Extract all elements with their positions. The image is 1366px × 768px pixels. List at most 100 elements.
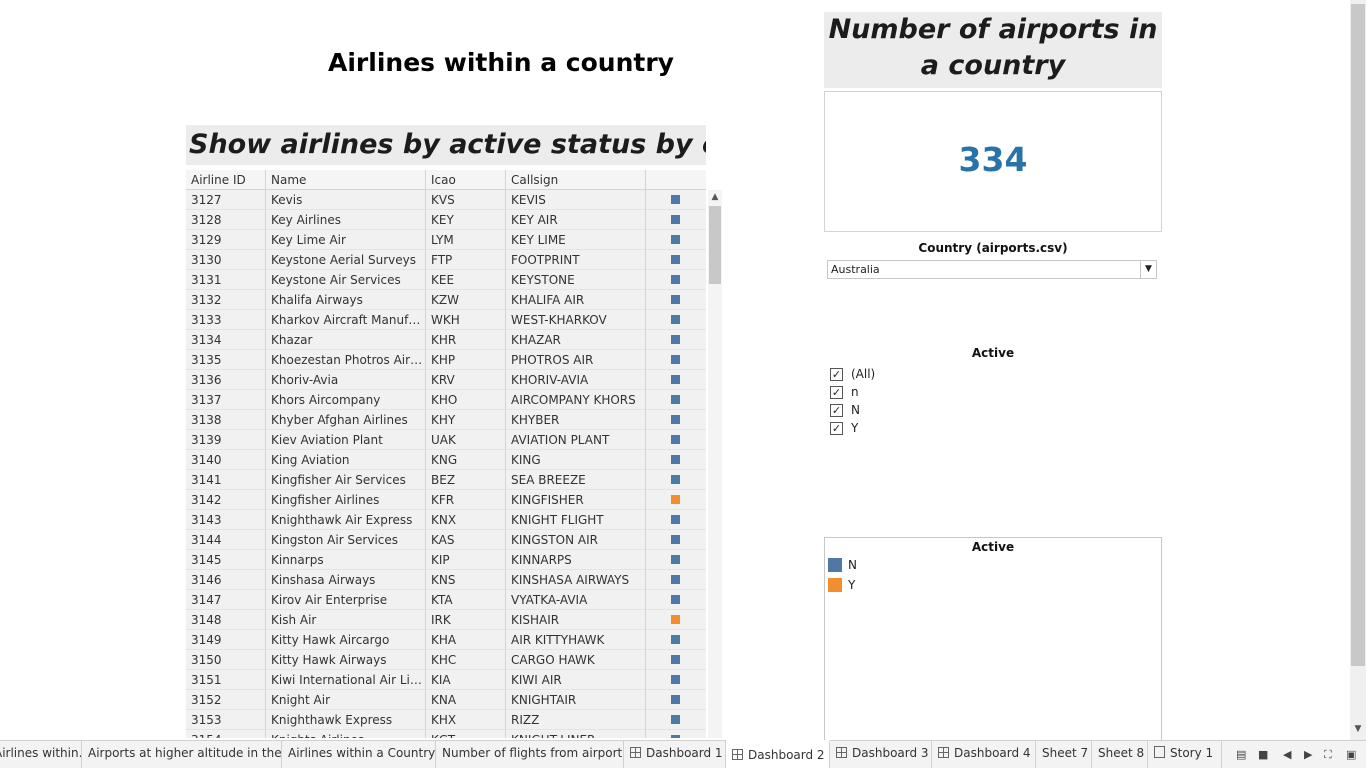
active-status-square[interactable] <box>671 355 680 364</box>
active-status-square[interactable] <box>671 575 680 584</box>
scroll-down-icon[interactable]: ▼ <box>1354 724 1362 734</box>
table-row[interactable]: 3153 Knighthawk Express KHX RIZZ <box>186 710 706 730</box>
table-row[interactable]: 3151 Kiwi International Air Lines KIA KIWI … <box>186 670 706 690</box>
active-status-square[interactable] <box>671 735 680 738</box>
active-status-square[interactable] <box>671 295 680 304</box>
active-status-square[interactable] <box>671 515 680 524</box>
active-status-square[interactable] <box>671 335 680 344</box>
active-status-square[interactable] <box>671 655 680 664</box>
presentation-mode-icon[interactable]: ▣ <box>1346 748 1357 761</box>
table-row[interactable]: 3139 Kiev Aviation Plant UAK AVIATION PLANT <box>186 430 706 450</box>
table-row[interactable]: 3130 Keystone Aerial Surveys FTP FOOTPRINT <box>186 250 706 270</box>
table-row[interactable]: 3128 Key Airlines KEY KEY AIR <box>186 210 706 230</box>
table-row[interactable]: 3148 Kish Air IRK KISHAIR <box>186 610 706 630</box>
active-status-square[interactable] <box>671 435 680 444</box>
active-filter-option-all[interactable]: ✓ (All) <box>830 366 875 382</box>
active-status-square[interactable] <box>671 475 680 484</box>
tab-label: Dashboard 1 <box>646 746 723 760</box>
active-status-square[interactable] <box>671 495 680 504</box>
active-status-square[interactable] <box>671 195 680 204</box>
active-status-square[interactable] <box>671 315 680 324</box>
tab-sheet-number-of-flights[interactable]: Number of flights from airport <box>436 740 624 768</box>
tab-sheet-airlines-within-a-country[interactable]: Airlines within a Country <box>282 740 436 768</box>
dashboard-icon <box>836 747 847 758</box>
previous-tab-icon[interactable]: ◀ <box>1283 748 1292 761</box>
tab-story-1[interactable]: Story 1 <box>1148 740 1222 768</box>
active-status-square[interactable] <box>671 635 680 644</box>
airlines-table[interactable]: Airline ID Name Icao Callsign 3127 Kevis K… <box>186 170 706 738</box>
table-row[interactable]: 3138 Khyber Afghan Airlines KHY KHYBER <box>186 410 706 430</box>
table-row[interactable]: 3154Knights AirlinesKGTKNIGHT-LINER <box>186 730 706 738</box>
checkbox[interactable]: ✓ <box>830 385 843 399</box>
table-row[interactable]: 3129 Key Lime Air LYM KEY LIME <box>186 230 706 250</box>
tab-dashboard-2[interactable]: Dashboard 2 <box>726 740 830 768</box>
active-status-square[interactable] <box>671 595 680 604</box>
legend-item-n[interactable]: N <box>828 557 857 573</box>
scroll-up-icon[interactable]: ▲ <box>711 192 719 202</box>
active-status-square[interactable] <box>671 715 680 724</box>
chevron-down-icon[interactable]: ▼ <box>1145 264 1152 274</box>
active-filter-option-y[interactable]: ✓ Y <box>830 420 858 436</box>
active-status-square[interactable] <box>671 555 680 564</box>
active-filter-option-n[interactable]: ✓ N <box>830 402 860 418</box>
window-scrollbar-thumb[interactable] <box>1351 4 1365 666</box>
table-row[interactable]: 3137 Khors Aircompany KHO AIRCOMPANY KHORS <box>186 390 706 410</box>
active-status-square[interactable] <box>671 615 680 624</box>
active-status-square[interactable] <box>671 675 680 684</box>
table-row[interactable]: 3152 Knight Air KNA KNIGHTAIR <box>186 690 706 710</box>
tab-sheet-airlines-within[interactable]: Airlines within... <box>0 740 82 768</box>
dropdown-button[interactable] <box>1140 261 1158 278</box>
active-status-square[interactable] <box>671 695 680 704</box>
checkbox[interactable]: ✓ <box>830 367 843 381</box>
active-status-square[interactable] <box>671 235 680 244</box>
active-status-square[interactable] <box>671 535 680 544</box>
column-header-airline-id[interactable]: Airline ID <box>186 170 266 190</box>
tab-sheet-8[interactable]: Sheet 8 <box>1092 740 1148 768</box>
fullscreen-icon[interactable]: ⛶ <box>1324 748 1332 761</box>
active-status-square[interactable] <box>671 375 680 384</box>
next-tab-icon[interactable]: ▶ <box>1304 748 1313 761</box>
tab-sheet-7[interactable]: Sheet 7 <box>1036 740 1092 768</box>
active-status-square[interactable] <box>671 215 680 224</box>
legend-item-y[interactable]: Y <box>828 577 855 593</box>
active-status-square[interactable] <box>671 275 680 284</box>
filmstrip-view-icon[interactable]: ▤ <box>1236 748 1247 761</box>
country-filter-value[interactable]: Australia <box>831 263 880 276</box>
active-status-square[interactable] <box>671 395 680 404</box>
table-row[interactable]: 3144 Kingston Air Services KAS KINGSTON AIR <box>186 530 706 550</box>
checkbox[interactable]: ✓ <box>830 421 843 435</box>
active-status-square[interactable] <box>671 455 680 464</box>
column-header-icao[interactable]: Icao <box>426 170 506 190</box>
tab-dashboard-4[interactable]: Dashboard 4 <box>932 740 1036 768</box>
table-row[interactable]: 3146 Kinshasa Airways KNS KINSHASA AIRWAYS <box>186 570 706 590</box>
table-scrollbar-thumb[interactable] <box>709 206 721 284</box>
active-status-square[interactable] <box>671 415 680 424</box>
active-filter-option-n-lower[interactable]: ✓ n <box>830 384 859 400</box>
table-row[interactable]: 3149 Kitty Hawk Aircargo KHA AIR KITTYHAWK <box>186 630 706 650</box>
table-row[interactable]: 3142 Kingfisher Airlines KFR KINGFISHER <box>186 490 706 510</box>
tab-dashboard-3[interactable]: Dashboard 3 <box>830 740 932 768</box>
tab-dashboard-1[interactable]: Dashboard 1 <box>624 740 726 768</box>
table-row[interactable]: 3136 Khoriv-Avia KRV KHORIV-AVIA <box>186 370 706 390</box>
column-header-name[interactable]: Name <box>266 170 426 190</box>
table-row[interactable]: 3140 King Aviation KNG KING <box>186 450 706 470</box>
tab-view-icon[interactable]: ■ <box>1258 748 1269 761</box>
table-row[interactable]: 3134 Khazar KHR KHAZAR <box>186 330 706 350</box>
country-filter-dropdown[interactable] <box>827 260 1157 279</box>
table-row[interactable]: 3141 Kingfisher Air Services BEZ SEA BREEZE <box>186 470 706 490</box>
tab-sheet-airports-higher-altitude[interactable]: Airports at higher altitude in the ... <box>82 740 282 768</box>
active-status-square[interactable] <box>671 255 680 264</box>
table-row[interactable]: 3147 Kirov Air Enterprise KTA VYATKA-AVIA <box>186 590 706 610</box>
table-row[interactable]: 3131 Keystone Air Services KEE KEYSTONE <box>186 270 706 290</box>
cell-airline-id: 3138 <box>186 410 266 430</box>
table-row[interactable]: 3150 Kitty Hawk Airways KHC CARGO HAWK <box>186 650 706 670</box>
column-header-callsign[interactable]: Callsign <box>506 170 646 190</box>
table-row[interactable]: 3143 Knighthawk Air Express KNX KNIGHT FLIG… <box>186 510 706 530</box>
table-row[interactable]: 3132 Khalifa Airways KZW KHALIFA AIR <box>186 290 706 310</box>
table-row[interactable]: 3145 Kinnarps KIP KINNARPS <box>186 550 706 570</box>
table-row[interactable]: 3127 Kevis KVS KEVIS <box>186 190 706 210</box>
checkbox[interactable]: ✓ <box>830 403 843 417</box>
table-scrollbar[interactable] <box>708 190 722 738</box>
